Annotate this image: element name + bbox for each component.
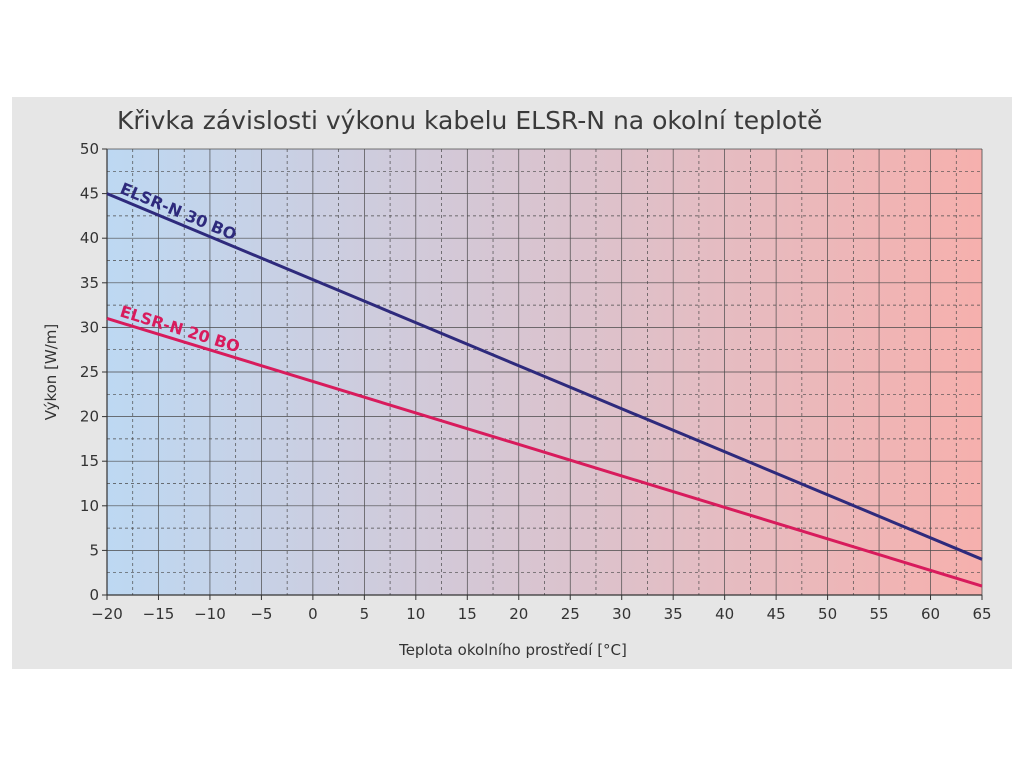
chart: Křivka závislosti výkonu kabelu ELSR-N n… bbox=[42, 106, 992, 659]
y-tick-label: 25 bbox=[80, 363, 99, 381]
x-tick-label: 60 bbox=[921, 605, 940, 623]
x-tick-label: 0 bbox=[308, 605, 318, 623]
x-tick-label: 50 bbox=[818, 605, 837, 623]
series-line-2 bbox=[106, 317, 983, 588]
tick-labels: −20 −15 −10 −5 0 5 10 15 20 25 30 35 40 45 50 55 60 65 0 5 1… bbox=[80, 140, 992, 623]
y-tick-label: 30 bbox=[80, 318, 99, 336]
x-tick-label: 55 bbox=[870, 605, 889, 623]
y-tick-label: 45 bbox=[80, 185, 99, 203]
x-tick-label: −5 bbox=[250, 605, 272, 623]
y-tick-label: 0 bbox=[89, 586, 99, 604]
x-tick-label: 15 bbox=[458, 605, 477, 623]
y-tick-label: 20 bbox=[80, 408, 99, 426]
y-tick-label: 40 bbox=[80, 229, 99, 247]
chart-title: Křivka závislosti výkonu kabelu ELSR-N n… bbox=[117, 106, 822, 135]
series-layer bbox=[106, 192, 983, 588]
y-tick-label: 10 bbox=[80, 497, 99, 515]
x-tick-label: 45 bbox=[767, 605, 786, 623]
x-tick-label: 25 bbox=[561, 605, 580, 623]
x-tick-label: −15 bbox=[143, 605, 175, 623]
grid bbox=[107, 149, 982, 595]
x-tick-label: 20 bbox=[509, 605, 528, 623]
x-tick-label: −20 bbox=[91, 605, 123, 623]
x-tick-label: 10 bbox=[406, 605, 425, 623]
chart-panel: Křivka závislosti výkonu kabelu ELSR-N n… bbox=[12, 97, 1012, 669]
y-tick-label: 5 bbox=[89, 541, 99, 559]
x-tick-label: 5 bbox=[360, 605, 370, 623]
y-tick-label: 15 bbox=[80, 452, 99, 470]
x-tick-label: 35 bbox=[664, 605, 683, 623]
y-tick-label: 50 bbox=[80, 140, 99, 158]
x-tick-label: −10 bbox=[194, 605, 226, 623]
series-line-1 bbox=[106, 192, 983, 561]
x-tick-label: 65 bbox=[972, 605, 991, 623]
x-tick-label: 30 bbox=[612, 605, 631, 623]
x-tick-label: 40 bbox=[715, 605, 734, 623]
y-axis-label: Výkon [W/m] bbox=[42, 324, 60, 421]
x-axis-label: Teplota okolního prostředí [°C] bbox=[398, 641, 627, 659]
y-tick-label: 35 bbox=[80, 274, 99, 292]
